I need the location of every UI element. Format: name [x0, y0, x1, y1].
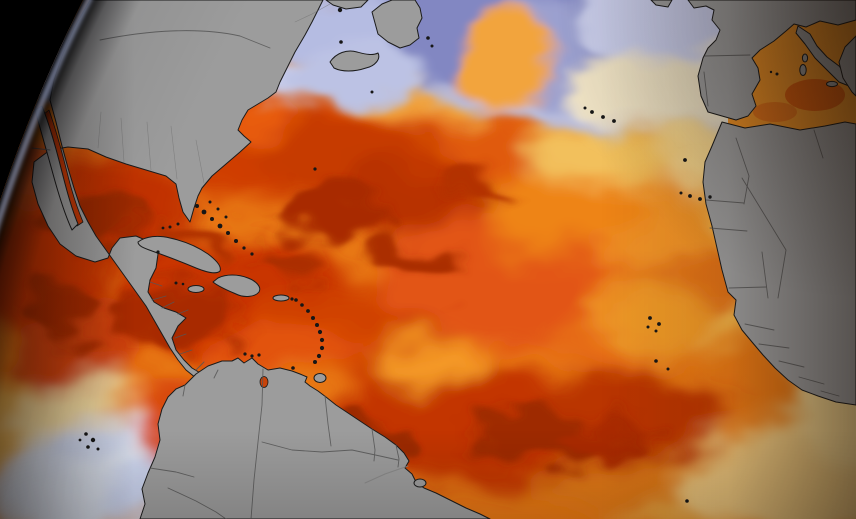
sst-globe-visualization: Satellite-style globe visualization of s…	[0, 0, 856, 519]
bottom-vignette	[0, 0, 856, 519]
globe-canvas: Satellite-style globe visualization of s…	[0, 0, 856, 519]
globe	[0, 0, 856, 519]
